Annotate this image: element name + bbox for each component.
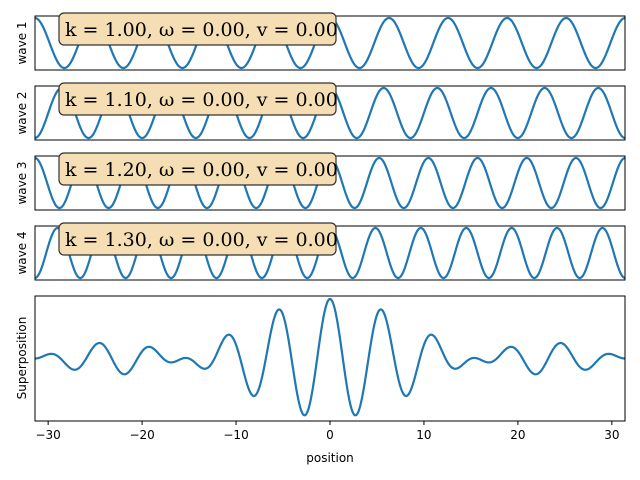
x-ticks: −30 −20 −10 0 10 20 30 [35, 421, 619, 442]
wave-1-ylabel: wave 1 [15, 21, 29, 64]
x-tick-label: −20 [129, 428, 154, 442]
wave-3-annotation: k = 1.20, ω = 0.00, v = 0.00 [65, 159, 338, 181]
x-tick-label: −30 [35, 428, 60, 442]
x-tick-label: 0 [326, 428, 334, 442]
superposition-frame [34, 295, 626, 422]
wave-panel-1: k = 1.00, ω = 0.00, v = 0.00 wave 1 [15, 12, 626, 71]
x-tick-label: −10 [223, 428, 248, 442]
superposition-line [35, 297, 625, 417]
superposition-panel: −30 −20 −10 0 10 20 30 Superposition position [15, 295, 626, 465]
x-tick-label: 10 [416, 428, 431, 442]
wave-3-annotation-box [58, 152, 337, 186]
wave-panel-2: k = 1.10, ω = 0.00, v = 0.00 wave 2 [15, 82, 626, 141]
wave-panel-3: k = 1.20, ω = 0.00, v = 0.00 wave 3 [15, 152, 626, 211]
x-axis-label: position [306, 451, 354, 465]
wave-4-annotation: k = 1.30, ω = 0.00, v = 0.00 [65, 229, 338, 251]
x-tick-label: 20 [510, 428, 525, 442]
wave-3-ylabel: wave 3 [15, 161, 29, 204]
wave-1-annotation-box [58, 12, 337, 46]
wave-2-ylabel: wave 2 [15, 91, 29, 134]
wave-panel-4: k = 1.30, ω = 0.00, v = 0.00 wave 4 [15, 222, 626, 281]
wave-2-annotation: k = 1.10, ω = 0.00, v = 0.00 [65, 89, 338, 111]
wave-4-annotation-box [58, 222, 337, 256]
wave-2-annotation-box [58, 82, 337, 116]
x-tick-label: 30 [604, 428, 619, 442]
wave-1-annotation: k = 1.00, ω = 0.00, v = 0.00 [65, 19, 338, 41]
superposition-ylabel: Superposition [15, 317, 29, 400]
wave-4-ylabel: wave 4 [15, 231, 29, 274]
